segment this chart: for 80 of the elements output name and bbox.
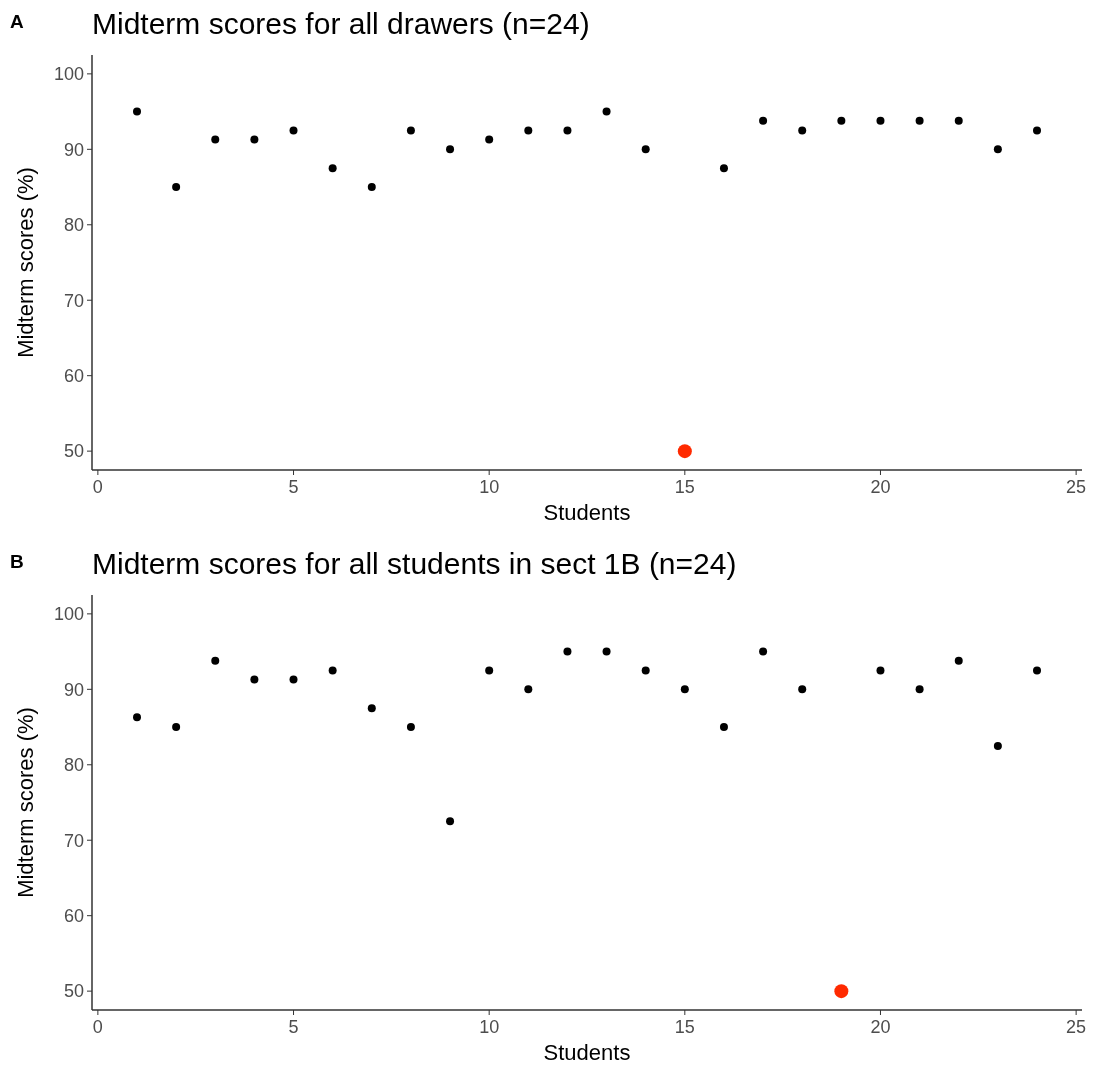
point [602,647,611,656]
point [406,126,415,135]
point [250,135,259,144]
point [641,666,650,675]
point [876,116,885,125]
x-tick-label: 10 [479,477,500,497]
point [798,126,807,135]
point [719,164,728,173]
y-tick-label: 70 [63,830,84,851]
point [524,126,533,135]
x-tick-label: 15 [674,477,695,497]
point [289,126,298,135]
point [367,183,376,192]
x-axis-title: Students [543,500,631,525]
point [367,704,376,713]
point [954,656,963,665]
y-tick-label: 100 [53,64,84,85]
point [641,145,650,154]
y-tick-label: 50 [63,441,84,462]
x-tick-label: 20 [870,477,891,497]
text: B [10,551,24,572]
point [993,741,1002,750]
x-tick-label: 15 [674,1017,695,1037]
point [406,723,415,732]
point [172,723,181,732]
point [289,675,298,684]
point [915,116,924,125]
text: A [10,11,24,32]
point [602,107,611,116]
y-tick-label: 60 [63,365,84,386]
point [446,817,455,826]
point [954,116,963,125]
y-axis-title: Midterm scores (%) [13,707,38,898]
point [485,666,494,675]
x-tick-label: 5 [288,1017,299,1037]
point [524,685,533,694]
point [1033,126,1041,135]
point [328,164,337,173]
point [759,647,768,656]
point [798,685,807,694]
y-axis-title: Midterm scores (%) [13,167,38,358]
y-tick-label: 60 [63,905,84,926]
point [837,116,846,125]
point [680,685,689,694]
y-tick-label: 100 [53,604,84,625]
point [834,984,849,999]
point [719,723,728,732]
point [563,126,572,135]
point [250,675,259,684]
x-axis-title: Students [543,1040,631,1065]
y-tick-label: 70 [63,290,84,311]
point [876,666,885,675]
point [211,656,220,665]
x-tick-label: 0 [92,1017,103,1037]
chart-title: Midterm scores for all students in sect 1B (n=24) [92,547,737,580]
point [133,713,141,722]
x-tick-label: 20 [870,1017,891,1037]
y-tick-label: 90 [63,679,84,700]
point [759,116,768,125]
point [446,145,455,154]
point [172,183,181,192]
y-tick-label: 90 [63,139,84,160]
x-tick-label: 0 [92,477,103,497]
x-tick-label: 25 [1066,477,1087,497]
point [133,107,141,116]
chart-title: Midterm scores for all drawers (n=24) [92,7,590,40]
point [328,666,337,675]
x-tick-label: 5 [288,477,299,497]
point [915,685,924,694]
point [563,647,572,656]
x-tick-label: 25 [1066,1017,1087,1037]
point [677,444,692,459]
y-tick-label: 80 [63,215,84,236]
y-tick-label: 50 [63,981,84,1002]
x-tick-label: 10 [479,1017,500,1037]
point [211,135,220,144]
point [485,135,494,144]
y-tick-label: 80 [63,755,84,776]
point [993,145,1002,154]
point [1033,666,1041,675]
